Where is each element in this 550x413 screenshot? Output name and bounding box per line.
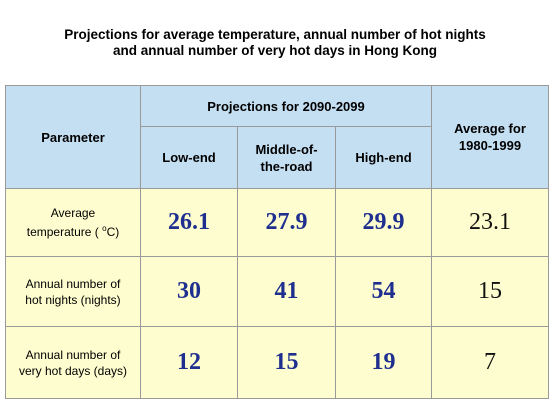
param-hot-nights: Annual number of hot nights (nights) <box>5 256 141 327</box>
value-middle-of-the-road: 15 <box>237 326 336 399</box>
header-middle-line-2: the-road <box>260 158 313 174</box>
header-average-1980-1999: Average for 1980-1999 <box>431 85 549 189</box>
param-label-line-2: very hot days (days) <box>18 363 128 378</box>
param-label-line-2: hot nights (nights) <box>25 292 121 307</box>
param-label-line-1: Annual number of <box>25 347 121 362</box>
header-average-line-2: 1980-1999 <box>458 138 522 153</box>
header-parameter: Parameter <box>5 85 141 189</box>
value-middle-of-the-road: 41 <box>237 256 336 327</box>
param-label-line-2-post: C) <box>106 225 120 239</box>
degree-superscript: o <box>102 224 107 233</box>
value-low-end: 30 <box>140 256 238 327</box>
page-title: Projections for average temperature, ann… <box>0 27 550 59</box>
table-row: Average temperature ( oC) 26.1 27.9 29.9… <box>5 188 549 257</box>
header-middle-line-1: Middle-of- <box>255 141 318 157</box>
table-row: Annual number of hot nights (nights) 30 … <box>5 256 549 327</box>
value-high-end: 54 <box>335 256 432 327</box>
value-high-end: 29.9 <box>335 188 432 257</box>
header-average-line-1: Average for <box>454 121 526 136</box>
header-middle-of-the-road: Middle-of- the-road <box>237 126 336 189</box>
value-average-1980-1999: 15 <box>431 256 549 327</box>
header-low-end: Low-end <box>140 126 238 189</box>
param-average-temperature: Average temperature ( oC) <box>5 188 141 257</box>
value-average-1980-1999: 23.1 <box>431 188 549 257</box>
value-low-end: 12 <box>140 326 238 399</box>
projections-table: Parameter Projections for 2090-2099 Aver… <box>5 85 549 399</box>
param-label-line-2-pre: temperature ( <box>26 225 103 239</box>
header-high-end: High-end <box>335 126 432 189</box>
param-label-line-1: Average <box>50 206 96 220</box>
value-high-end: 19 <box>335 326 432 399</box>
header-projections-2090-2099: Projections for 2090-2099 <box>140 85 432 127</box>
title-line-2: and annual number of very hot days in Ho… <box>112 43 438 58</box>
table-row: Annual number of very hot days (days) 12… <box>5 326 549 399</box>
param-very-hot-days: Annual number of very hot days (days) <box>5 326 141 399</box>
value-average-1980-1999: 7 <box>431 326 549 399</box>
value-low-end: 26.1 <box>140 188 238 257</box>
title-line-1: Projections for average temperature, ann… <box>64 27 486 42</box>
param-label-line-1: Annual number of <box>25 276 121 291</box>
value-middle-of-the-road: 27.9 <box>237 188 336 257</box>
